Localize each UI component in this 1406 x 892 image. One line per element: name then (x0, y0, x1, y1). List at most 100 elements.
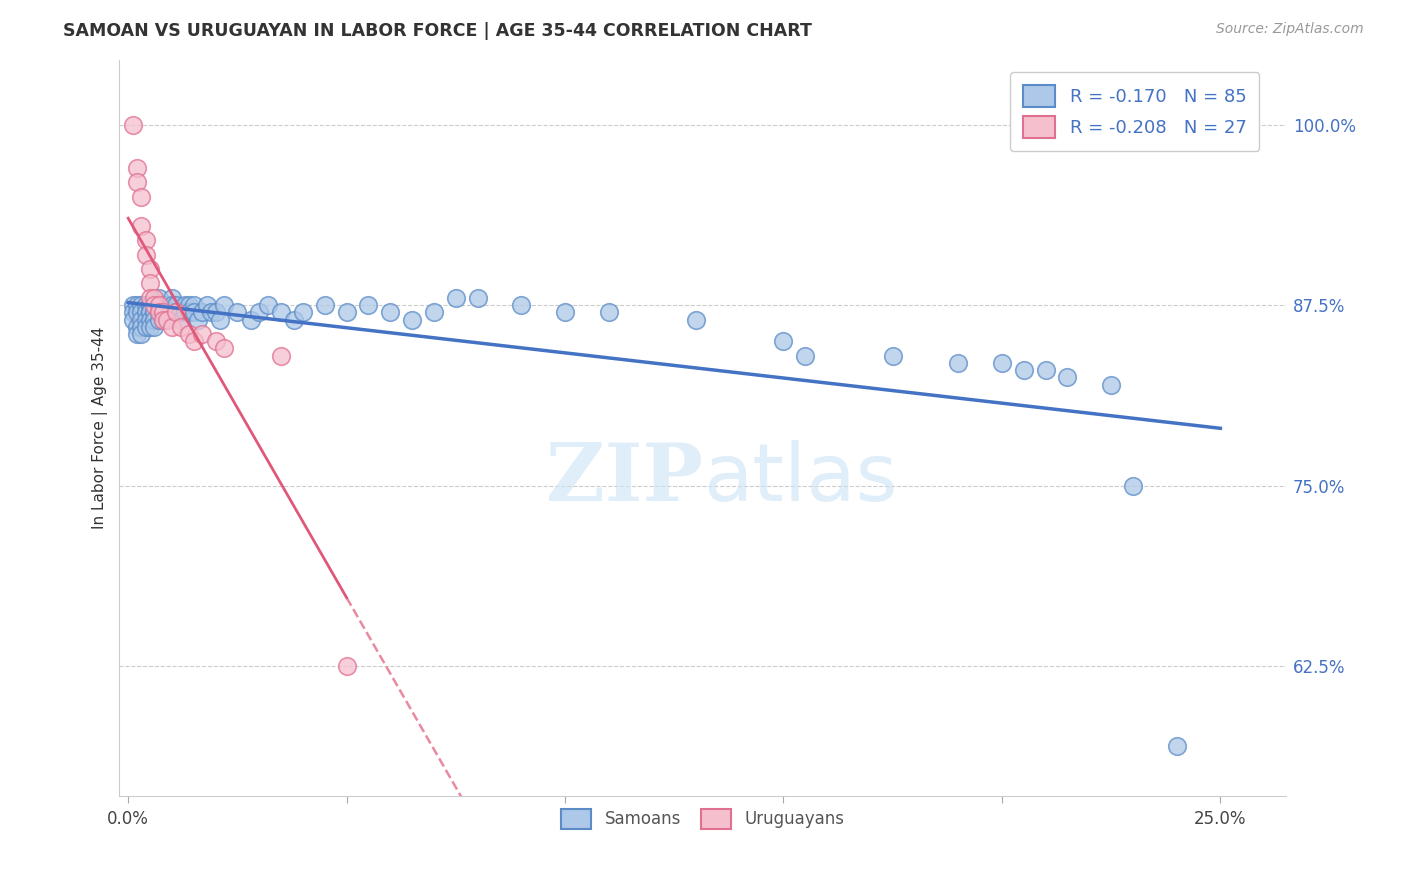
Point (380, 305, 402, 319)
Point (772, 334, 794, 349)
Point (169, 319, 191, 334)
Point (121, 118, 143, 132)
Point (152, 298, 174, 312)
Point (160, 298, 183, 312)
Point (139, 319, 162, 334)
Point (1166, 739, 1188, 753)
Point (125, 161, 148, 175)
Point (152, 312, 174, 326)
Point (794, 349, 817, 363)
Point (183, 334, 205, 349)
Point (156, 298, 179, 312)
Point (247, 305, 270, 319)
Point (139, 312, 162, 326)
Point (685, 312, 707, 326)
Point (204, 334, 226, 349)
Point (148, 291, 170, 305)
Point (148, 298, 170, 312)
Point (1099, 377, 1122, 392)
Point (125, 175, 148, 189)
Legend: Samoans, Uruguayans: Samoans, Uruguayans (554, 802, 851, 836)
Point (139, 305, 162, 319)
Point (156, 312, 179, 326)
Point (152, 305, 174, 319)
Text: SAMOAN VS URUGUAYAN IN LABOR FORCE | AGE 35-44 CORRELATION CHART: SAMOAN VS URUGUAYAN IN LABOR FORCE | AGE… (63, 22, 813, 40)
Point (401, 312, 423, 326)
Point (283, 312, 305, 326)
Point (1056, 370, 1078, 384)
Point (143, 305, 166, 319)
Point (125, 298, 148, 312)
Point (183, 298, 205, 312)
Point (991, 356, 1014, 370)
Point (214, 342, 236, 356)
Point (169, 305, 191, 319)
Point (121, 305, 143, 319)
Point (135, 319, 157, 334)
Point (291, 305, 314, 319)
Point (467, 291, 489, 305)
Point (129, 326, 152, 341)
Point (598, 305, 620, 319)
Point (148, 312, 170, 326)
Point (948, 356, 970, 370)
Point (135, 233, 157, 247)
Point (191, 305, 214, 319)
Point (152, 305, 174, 319)
Point (165, 305, 187, 319)
Point (160, 305, 183, 319)
Point (423, 305, 446, 319)
Point (554, 305, 576, 319)
Point (143, 291, 166, 305)
Point (204, 305, 226, 319)
Point (152, 312, 174, 326)
Point (200, 305, 222, 319)
Point (183, 305, 205, 319)
Point (135, 247, 157, 261)
Text: ZIP: ZIP (546, 441, 703, 518)
Point (187, 312, 209, 326)
Point (139, 298, 162, 312)
Text: Source: ZipAtlas.com: Source: ZipAtlas.com (1216, 22, 1364, 37)
Point (143, 319, 166, 334)
Point (160, 319, 183, 334)
Y-axis label: In Labor Force | Age 35-44: In Labor Force | Age 35-44 (93, 326, 108, 529)
Point (121, 312, 143, 326)
Point (129, 190, 152, 204)
Point (357, 298, 380, 312)
Point (336, 659, 359, 673)
Point (336, 305, 359, 319)
Point (226, 305, 249, 319)
Point (125, 319, 148, 334)
Point (135, 305, 157, 319)
Point (139, 305, 162, 319)
Point (257, 298, 280, 312)
Point (143, 298, 166, 312)
Point (510, 298, 533, 312)
Point (174, 305, 197, 319)
Point (148, 305, 170, 319)
Point (129, 305, 152, 319)
Point (160, 291, 183, 305)
Point (1035, 363, 1057, 377)
Point (169, 312, 191, 326)
Point (174, 298, 197, 312)
Point (314, 298, 336, 312)
Point (156, 305, 179, 319)
Point (165, 305, 187, 319)
Point (270, 349, 292, 363)
Point (179, 305, 201, 319)
Text: atlas: atlas (703, 441, 897, 518)
Point (129, 219, 152, 233)
Point (139, 262, 162, 277)
Point (165, 298, 187, 312)
Point (882, 349, 904, 363)
Point (135, 298, 157, 312)
Point (125, 305, 148, 319)
Point (125, 326, 148, 341)
Point (129, 319, 152, 334)
Point (239, 312, 262, 326)
Point (139, 298, 162, 312)
Point (143, 305, 166, 319)
Point (135, 312, 157, 326)
